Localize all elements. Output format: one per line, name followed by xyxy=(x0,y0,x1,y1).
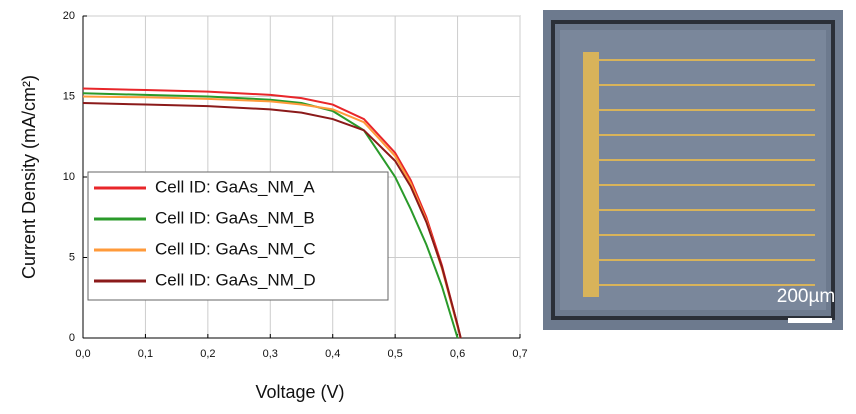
fingers xyxy=(599,59,815,286)
cell-outline xyxy=(551,20,835,320)
x-tick-label: 0,4 xyxy=(325,348,340,360)
x-tick-label: 0,1 xyxy=(138,348,153,360)
y-tick-label: 20 xyxy=(63,10,75,22)
scale-label: 200µm xyxy=(777,286,835,307)
x-axis-title: Voltage (V) xyxy=(255,382,344,402)
y-tick-label: 10 xyxy=(63,171,75,183)
y-tick-label: 0 xyxy=(69,332,75,344)
legend-label: Cell ID: GaAs_NM_C xyxy=(155,239,316,258)
legend-label: Cell ID: GaAs_NM_D xyxy=(155,270,316,289)
series-line xyxy=(82,92,459,339)
x-tick-label: 0,3 xyxy=(263,348,278,360)
cell-area xyxy=(560,30,826,310)
x-tick-label: 0,5 xyxy=(387,348,402,360)
x-tick-label: 0,6 xyxy=(450,348,465,360)
y-tick-label: 5 xyxy=(69,251,75,263)
x-tick-label: 0,0 xyxy=(75,348,90,360)
x-tick-label: 0,2 xyxy=(200,348,215,360)
y-tick-label: 15 xyxy=(63,90,75,102)
busbar xyxy=(583,52,599,297)
scale-bar xyxy=(788,318,832,323)
series-line xyxy=(82,101,462,339)
legend xyxy=(87,171,389,301)
x-tick-label: 0,7 xyxy=(512,348,527,360)
legend-label: Cell ID: GaAs_NM_B xyxy=(155,208,315,227)
legend-label: Cell ID: GaAs_NM_A xyxy=(155,177,315,196)
y-axis-title: Current Density (mA/cm²) xyxy=(19,75,39,279)
